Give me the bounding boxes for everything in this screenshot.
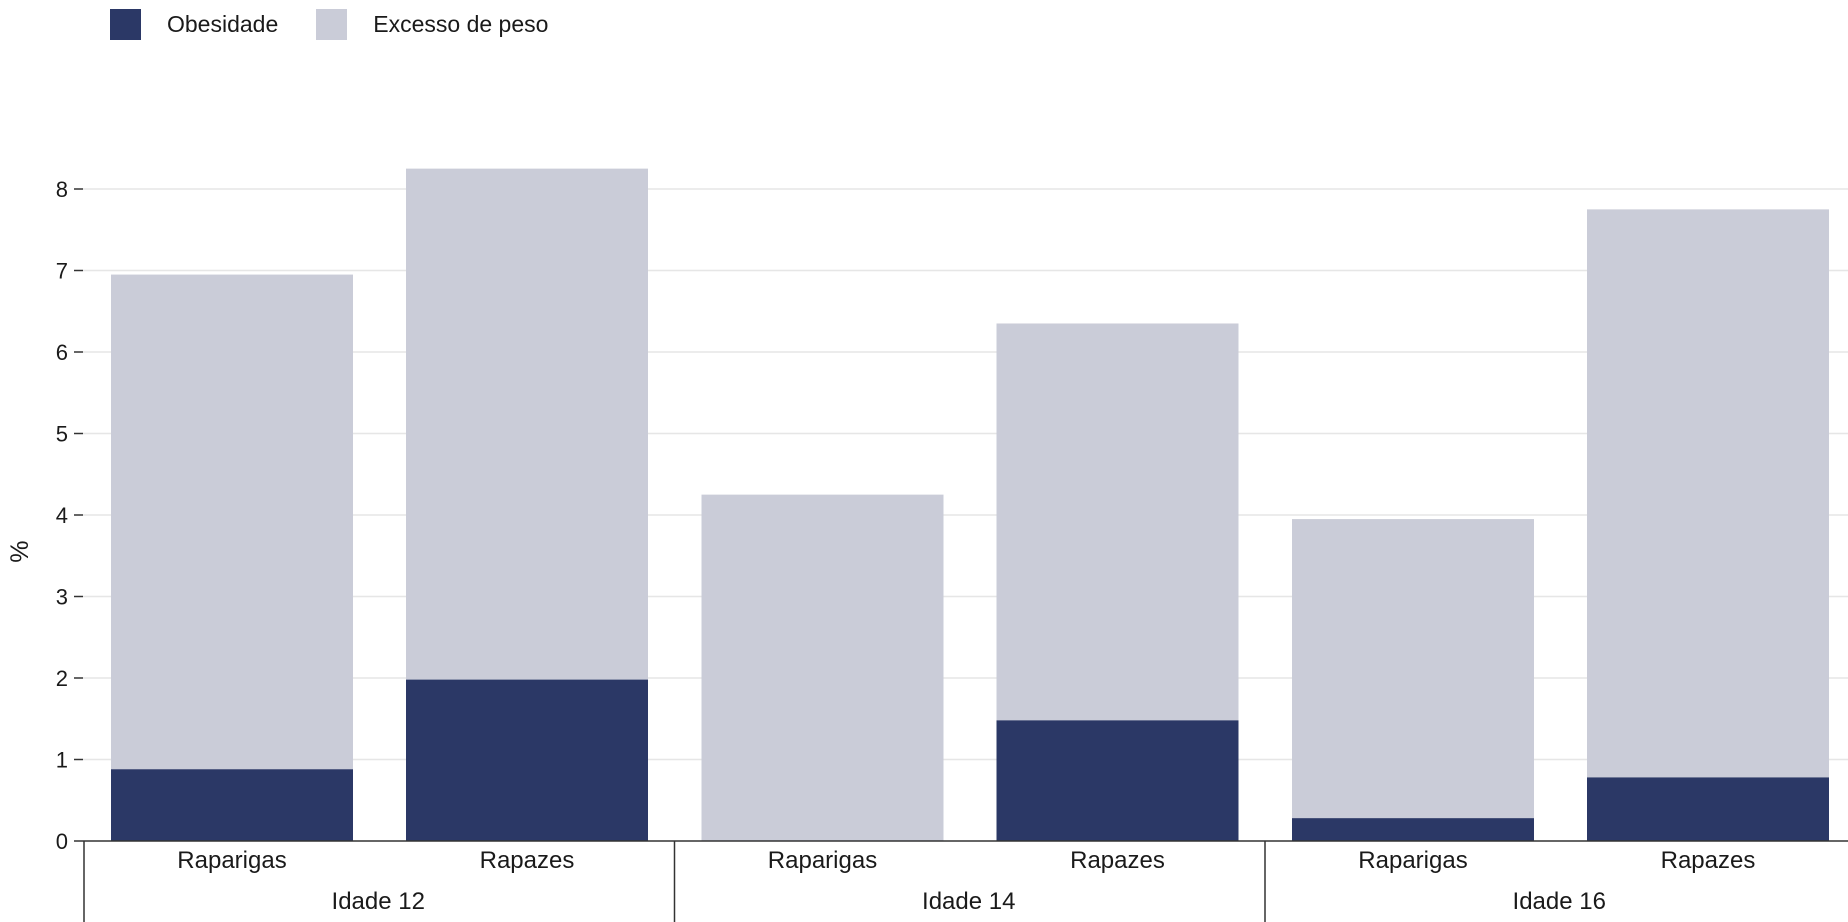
legend-swatch-obesidade <box>110 8 141 40</box>
y-tick-label-4: 4 <box>56 503 68 528</box>
chart-legend: Obesidade Excesso de peso <box>110 8 586 40</box>
x-category-label-3: Raparigas <box>768 847 877 874</box>
bar-obesidade-4[interactable] <box>996 720 1239 841</box>
bar-excesso-6[interactable] <box>1587 209 1829 841</box>
y-axis-label: % <box>6 541 34 563</box>
x-group-label-2: Idade 14 <box>922 888 1015 915</box>
legend-item-excesso-de-peso[interactable]: Excesso de peso <box>316 8 549 40</box>
y-tick-label-3: 3 <box>56 585 68 610</box>
bar-obesidade-2[interactable] <box>406 679 648 841</box>
y-tick-label-1: 1 <box>56 748 68 773</box>
axis-labels: 0 1 2 3 4 5 6 7 8% Raparigas Rapazes Idade 12 Rapari… <box>6 177 1755 915</box>
y-tick-label-2: 2 <box>56 666 68 691</box>
x-category-label-1: Raparigas <box>177 847 286 874</box>
x-group-label-1: Idade 12 <box>332 888 425 915</box>
y-tick-label-8: 8 <box>56 177 68 202</box>
legend-item-obesidade[interactable]: Obesidade <box>110 8 279 40</box>
bar-obesidade-1[interactable] <box>111 769 353 841</box>
y-tick-label-7: 7 <box>56 259 68 284</box>
legend-label-obesidade: Obesidade <box>167 10 279 37</box>
bar-excesso-1[interactable] <box>111 274 353 841</box>
y-tick-label-6: 6 <box>56 340 68 365</box>
x-category-label-4: Rapazes <box>1070 847 1165 874</box>
legend-label-excesso-de-peso: Excesso de peso <box>373 10 549 37</box>
bar-obesidade-5[interactable] <box>1292 818 1534 841</box>
x-category-label-6: Rapazes <box>1661 847 1756 874</box>
x-category-label-2: Rapazes <box>480 847 575 874</box>
bar-obesidade-6[interactable] <box>1587 777 1829 841</box>
x-group-label-3: Idade 16 <box>1513 888 1606 915</box>
x-category-label-5: Raparigas <box>1358 847 1467 874</box>
bar-excesso-5[interactable] <box>1292 519 1534 841</box>
axes <box>74 188 1848 922</box>
y-tick-label-0: 0 <box>56 829 68 854</box>
gridlines <box>83 188 1848 761</box>
bars <box>111 168 1829 842</box>
bar-excesso-3[interactable] <box>701 494 944 841</box>
y-tick-label-5: 5 <box>56 422 68 447</box>
legend-swatch-excesso-de-peso <box>316 8 348 40</box>
